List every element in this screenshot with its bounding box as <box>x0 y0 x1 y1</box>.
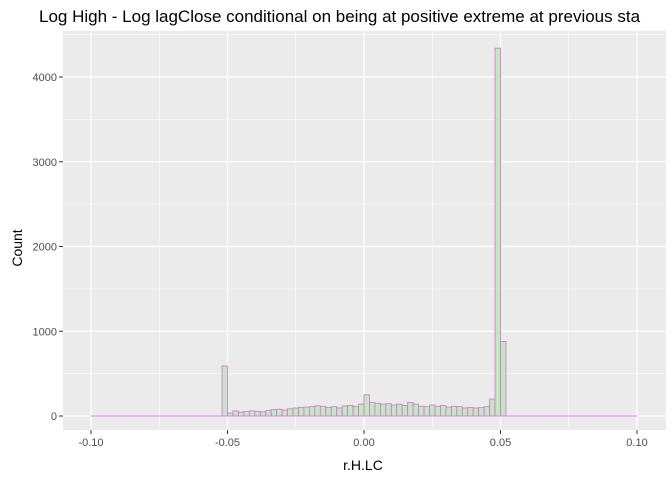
histogram-bars <box>90 47 638 417</box>
histogram-bar <box>423 406 430 417</box>
chart-title: Log High - Log lagClose conditional on b… <box>39 7 641 26</box>
histogram-bar <box>341 405 349 417</box>
histogram-bar <box>478 407 485 417</box>
histogram-bar <box>363 394 370 417</box>
histogram-bar <box>467 407 474 417</box>
y-tick-label: 3000 <box>33 157 57 169</box>
histogram-bar <box>243 410 250 417</box>
histogram-bar <box>276 408 283 417</box>
x-tick-label: 0.05 <box>490 437 511 449</box>
histogram-bar <box>259 411 267 417</box>
histogram-bar <box>494 47 501 417</box>
x-tick-label: 0.10 <box>626 437 647 449</box>
histogram-bar <box>227 412 234 417</box>
histogram-bar <box>412 403 420 417</box>
x-tick-label: -0.10 <box>78 437 103 449</box>
histogram-bar <box>401 405 409 417</box>
x-tick-label: -0.05 <box>215 437 240 449</box>
histogram-bar <box>325 407 332 417</box>
histogram-bar <box>369 402 376 417</box>
x-axis-ticks: -0.10 -0.05 0.00 0.05 0.10 <box>78 430 648 449</box>
y-tick-label: 2000 <box>33 242 57 254</box>
histogram-bar <box>440 405 447 417</box>
histogram-bar <box>445 406 452 417</box>
histogram-bar <box>450 405 458 417</box>
histogram-bar <box>407 402 414 417</box>
histogram-bar <box>352 406 359 417</box>
histogram-bar <box>248 410 256 417</box>
histogram-bar <box>418 405 425 417</box>
histogram-bar <box>287 408 294 417</box>
x-tick-label: 0.00 <box>353 437 374 449</box>
histogram-bar <box>358 403 365 417</box>
histogram-bar <box>489 398 496 417</box>
y-tick-label: 4000 <box>33 72 57 84</box>
histogram-bar <box>456 406 463 417</box>
histogram-bar <box>472 407 480 417</box>
histogram-bar <box>232 410 239 417</box>
histogram-bar <box>483 406 490 417</box>
histogram-bar <box>265 410 272 417</box>
histogram-bar <box>308 406 316 417</box>
histogram-bar <box>330 406 338 417</box>
histogram-bar <box>303 406 310 417</box>
histogram-bar <box>319 405 327 417</box>
y-tick-label: 0 <box>51 411 57 423</box>
y-axis-title: Count <box>9 229 25 266</box>
histogram-bar <box>238 411 245 417</box>
histogram-bar <box>254 410 261 417</box>
histogram-bar <box>374 402 381 417</box>
y-tick-label: 1000 <box>33 326 57 338</box>
histogram-bar <box>270 409 278 417</box>
x-axis-title: r.H.LC <box>343 457 383 473</box>
histogram-bar <box>314 405 321 417</box>
histogram-bar <box>298 407 305 417</box>
histogram-bar <box>281 409 288 417</box>
histogram-bar <box>385 403 392 417</box>
histogram-bar <box>396 403 403 417</box>
histogram-bar <box>390 404 398 417</box>
histogram-bar <box>429 404 436 417</box>
histogram-bar <box>500 341 507 417</box>
histogram-bar <box>336 407 343 417</box>
histogram-bar <box>379 403 387 417</box>
histogram-bar <box>434 405 441 417</box>
histogram-bar <box>347 405 354 417</box>
histogram-bar <box>292 407 299 417</box>
histogram-bar <box>461 407 469 417</box>
y-axis-ticks: 0 1000 2000 3000 4000 <box>33 72 63 423</box>
histogram-bar <box>221 365 228 417</box>
